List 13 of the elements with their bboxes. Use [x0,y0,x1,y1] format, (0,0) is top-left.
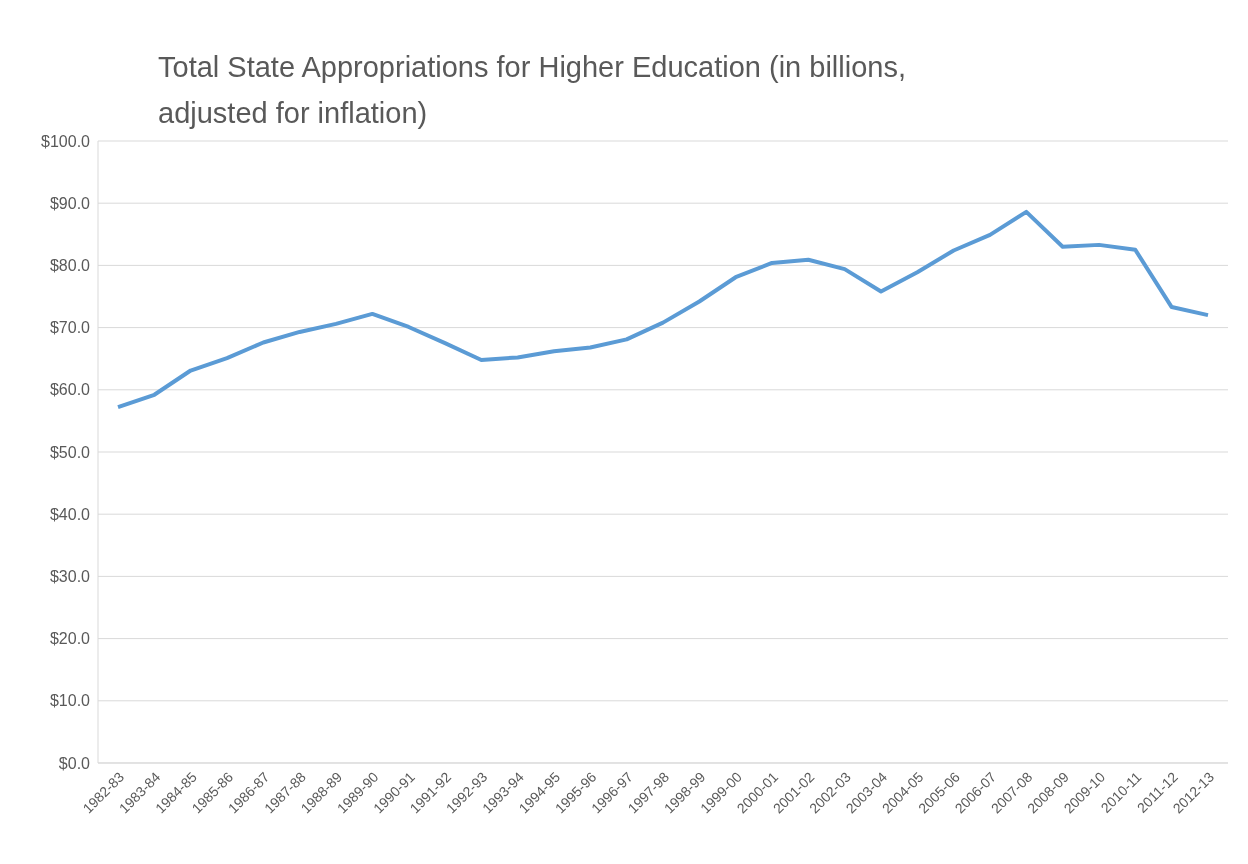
y-tick-label: $50.0 [49,443,91,461]
y-tick-label: $30.0 [49,568,91,586]
y-tick-label: $60.0 [49,381,91,399]
y-tick-label: $0.0 [58,754,91,772]
y-tick-label: $70.0 [49,319,91,337]
y-tick-label: $10.0 [49,692,91,710]
y-tick-label: $80.0 [49,257,91,275]
line-series [116,209,1210,410]
y-tick-label: $40.0 [49,505,91,523]
chart-title: Total State Appropriations for Higher Education (in billions, adjusted for inflation) [158,50,907,131]
y-tick-label: $90.0 [49,194,91,212]
y-tick-label: $100.0 [41,132,91,150]
y-tick-label: $20.0 [49,630,91,648]
